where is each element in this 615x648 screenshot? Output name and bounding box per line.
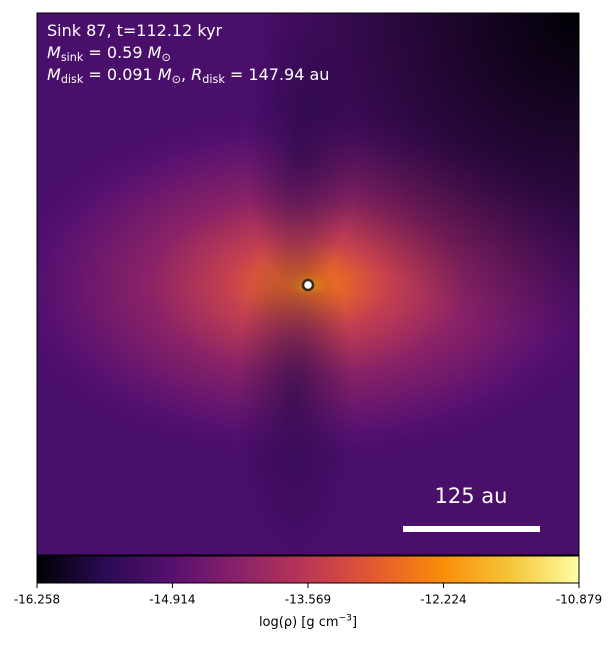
- sink-marker: [301, 278, 315, 292]
- text-segment: = 147.94 au: [225, 65, 330, 84]
- density-map: [37, 13, 579, 555]
- colorbar-tick-label: -12.224: [420, 593, 466, 607]
- text-segment: M: [47, 65, 61, 84]
- colorbar: [36, 555, 580, 584]
- colorbar-label: log(ρ) [g cm−3]: [259, 613, 357, 630]
- text-segment: = 0.59: [83, 43, 147, 62]
- text-segment: −3: [339, 613, 353, 623]
- text-segment: ,: [181, 65, 191, 84]
- text-segment: M: [148, 43, 162, 62]
- text-segment: = 0.091: [83, 65, 157, 84]
- colorbar-tick-label: -10.879: [556, 593, 602, 607]
- text-segment: log(ρ) [g cm: [259, 615, 339, 630]
- frame: [36, 12, 580, 556]
- text-segment: disk: [61, 73, 84, 86]
- text-segment: disk: [202, 73, 225, 86]
- annotation: Mdisk = 0.091 M⊙, Rdisk = 147.94 au: [47, 65, 329, 86]
- text-segment: sink: [61, 51, 84, 64]
- text-segment: ⊙: [161, 51, 170, 64]
- text-segment: M: [47, 43, 61, 62]
- scale-bar-label: 125 au: [435, 484, 508, 508]
- colorbar-tick-label: -14.914: [149, 593, 195, 607]
- text-segment: Sink 87, t=112.12 kyr: [47, 21, 223, 40]
- text-segment: ⊙: [172, 73, 181, 86]
- annotation: Sink 87, t=112.12 kyr: [47, 21, 223, 40]
- text-segment: M: [158, 65, 172, 84]
- text-segment: R: [191, 65, 202, 84]
- annotation: Msink = 0.59 M⊙: [47, 43, 171, 64]
- colorbar-tick-label: -13.569: [285, 593, 331, 607]
- colorbar-tick-label: -16.258: [14, 593, 60, 607]
- text-segment: ]: [352, 615, 357, 630]
